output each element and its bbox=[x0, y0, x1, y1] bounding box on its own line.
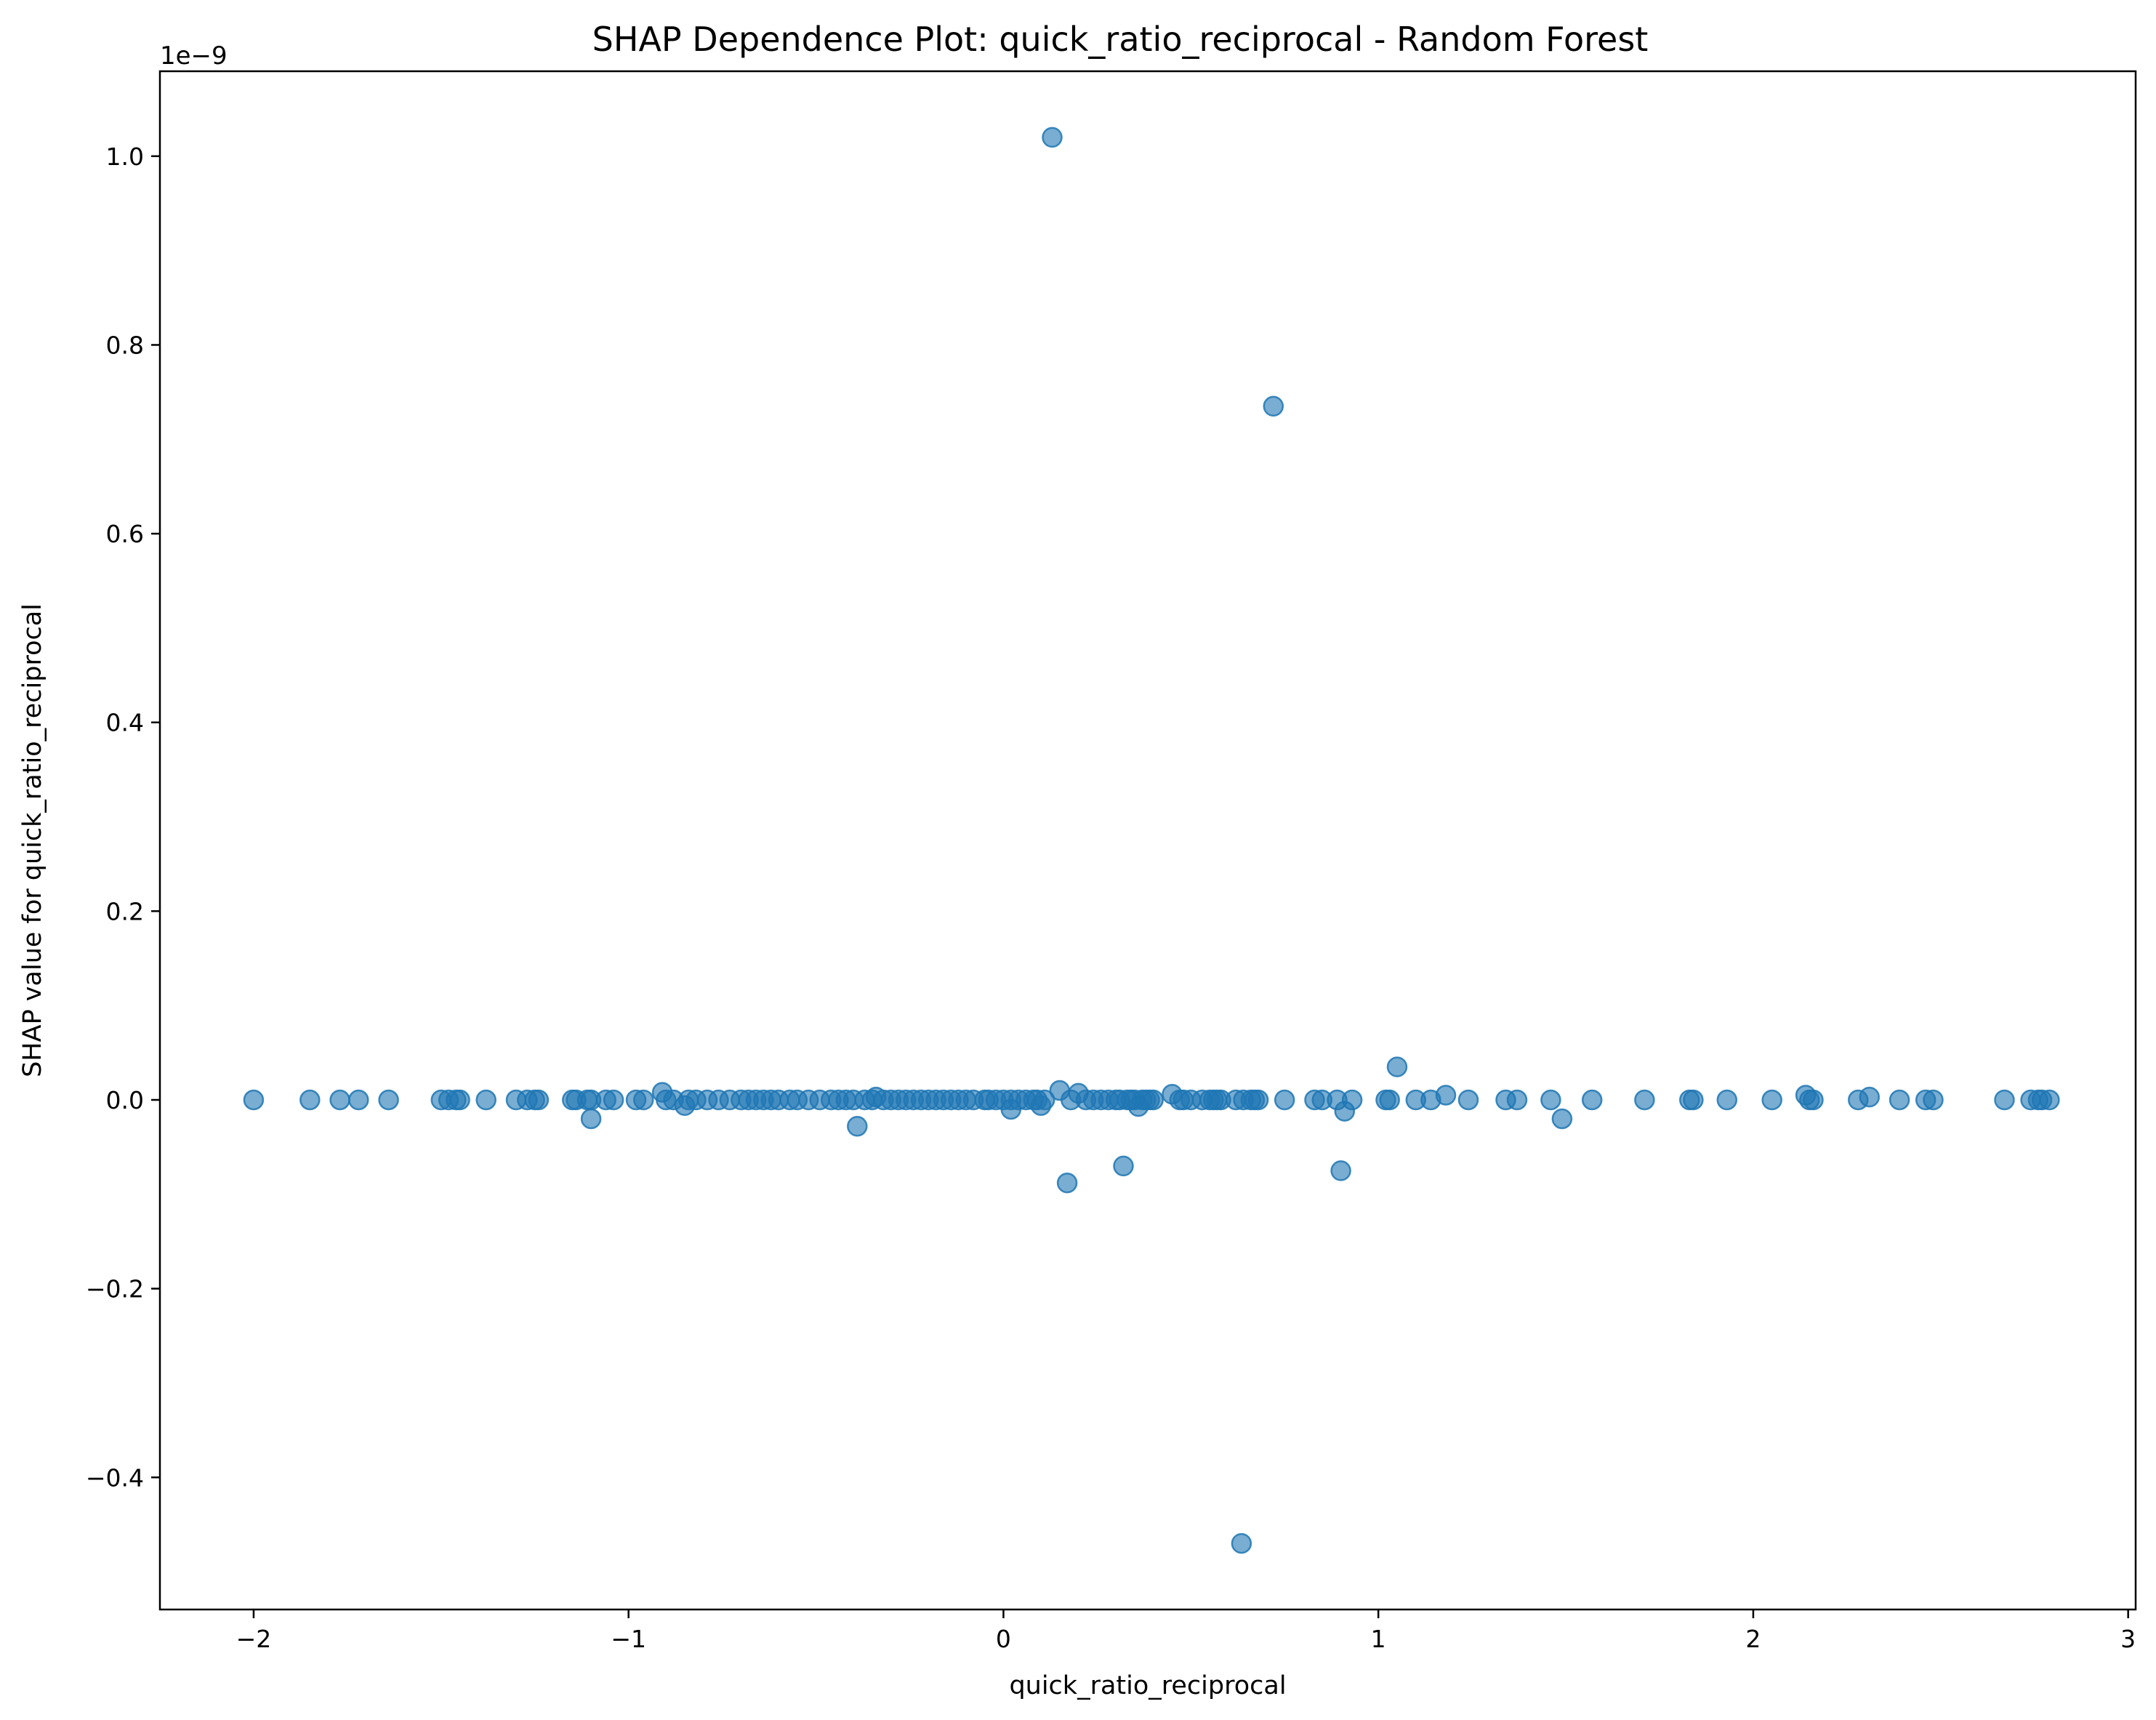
x-axis-label: quick_ratio_reciprocal bbox=[1009, 1671, 1286, 1700]
scatter-point bbox=[1143, 1089, 1164, 1111]
scatter-point bbox=[2039, 1089, 2060, 1111]
scatter-point bbox=[1247, 1089, 1269, 1111]
x-tick-label: 0 bbox=[996, 1625, 1011, 1653]
scatter-point bbox=[243, 1089, 265, 1111]
y-axis-ticks: −0.4 −0.2 0.0 0.2 0.4 0.6 0.8 1.0 bbox=[86, 142, 160, 1492]
scatter-point bbox=[1042, 126, 1063, 148]
y-axis-offset-label: 1e−9 bbox=[160, 41, 228, 71]
scatter-point bbox=[1761, 1089, 1782, 1111]
x-axis-ticks: −2 −1 0 1 2 3 bbox=[236, 1610, 2136, 1653]
scatter-point bbox=[1581, 1089, 1603, 1111]
y-axis-label: SHAP value for quick_ratio_reciprocal bbox=[18, 603, 47, 1077]
scatter-point bbox=[449, 1089, 470, 1111]
scatter-point bbox=[1803, 1089, 1824, 1111]
scatter-point bbox=[1888, 1089, 1910, 1111]
y-tick-label: 0.4 bbox=[106, 709, 144, 737]
scatter-point bbox=[1263, 395, 1284, 417]
scatter-point bbox=[1341, 1089, 1363, 1111]
scatter-point bbox=[475, 1089, 496, 1111]
x-tick-label: −2 bbox=[236, 1625, 272, 1653]
scatter-point bbox=[1274, 1089, 1295, 1111]
scatter-point bbox=[1420, 1089, 1441, 1111]
y-tick-label: 0.8 bbox=[106, 331, 144, 359]
y-tick-label: 0.0 bbox=[106, 1086, 144, 1114]
scatter-point bbox=[1551, 1108, 1573, 1130]
chart-title: SHAP Dependence Plot: quick_ratio_recipr… bbox=[592, 20, 1649, 59]
scatter-point bbox=[1923, 1089, 1944, 1111]
scatter-point bbox=[1330, 1160, 1351, 1181]
y-tick-label: −0.4 bbox=[86, 1463, 144, 1492]
scatter-point bbox=[1634, 1089, 1655, 1111]
x-tick-label: 2 bbox=[1745, 1625, 1761, 1653]
scatter-point bbox=[580, 1108, 602, 1130]
y-tick-label: 0.6 bbox=[106, 520, 144, 548]
scatter-point bbox=[1994, 1089, 2015, 1111]
x-tick-label: 1 bbox=[1371, 1625, 1386, 1653]
scatter-point bbox=[1540, 1089, 1561, 1111]
scatter-points bbox=[243, 126, 2060, 1554]
scatter-point bbox=[1848, 1089, 1869, 1111]
scatter-point bbox=[329, 1089, 350, 1111]
scatter-point bbox=[348, 1089, 369, 1111]
scatter-point bbox=[1056, 1172, 1078, 1194]
scatter-point bbox=[378, 1089, 399, 1111]
scatter-point bbox=[1716, 1089, 1738, 1111]
plot-area-frame bbox=[158, 70, 2137, 1611]
scatter-point bbox=[633, 1089, 654, 1111]
scatter-point bbox=[1386, 1056, 1408, 1077]
scatter-point bbox=[528, 1089, 550, 1111]
scatter-point bbox=[299, 1089, 321, 1111]
y-tick-label: −0.2 bbox=[86, 1275, 144, 1303]
scatter-point bbox=[1113, 1155, 1134, 1177]
scatter-point bbox=[1506, 1089, 1528, 1111]
x-tick-label: 3 bbox=[2120, 1625, 2136, 1653]
scatter-point bbox=[1231, 1532, 1252, 1554]
scatter-point bbox=[1457, 1089, 1479, 1111]
x-tick-label: −1 bbox=[611, 1625, 646, 1653]
scatter-point bbox=[603, 1089, 624, 1111]
y-tick-label: 0.2 bbox=[106, 897, 144, 925]
y-tick-label: 1.0 bbox=[106, 142, 144, 171]
scatter-point bbox=[1379, 1089, 1400, 1111]
scatter-point bbox=[847, 1116, 868, 1137]
scatter-point bbox=[1034, 1089, 1055, 1111]
scatter-point bbox=[1683, 1089, 1704, 1111]
